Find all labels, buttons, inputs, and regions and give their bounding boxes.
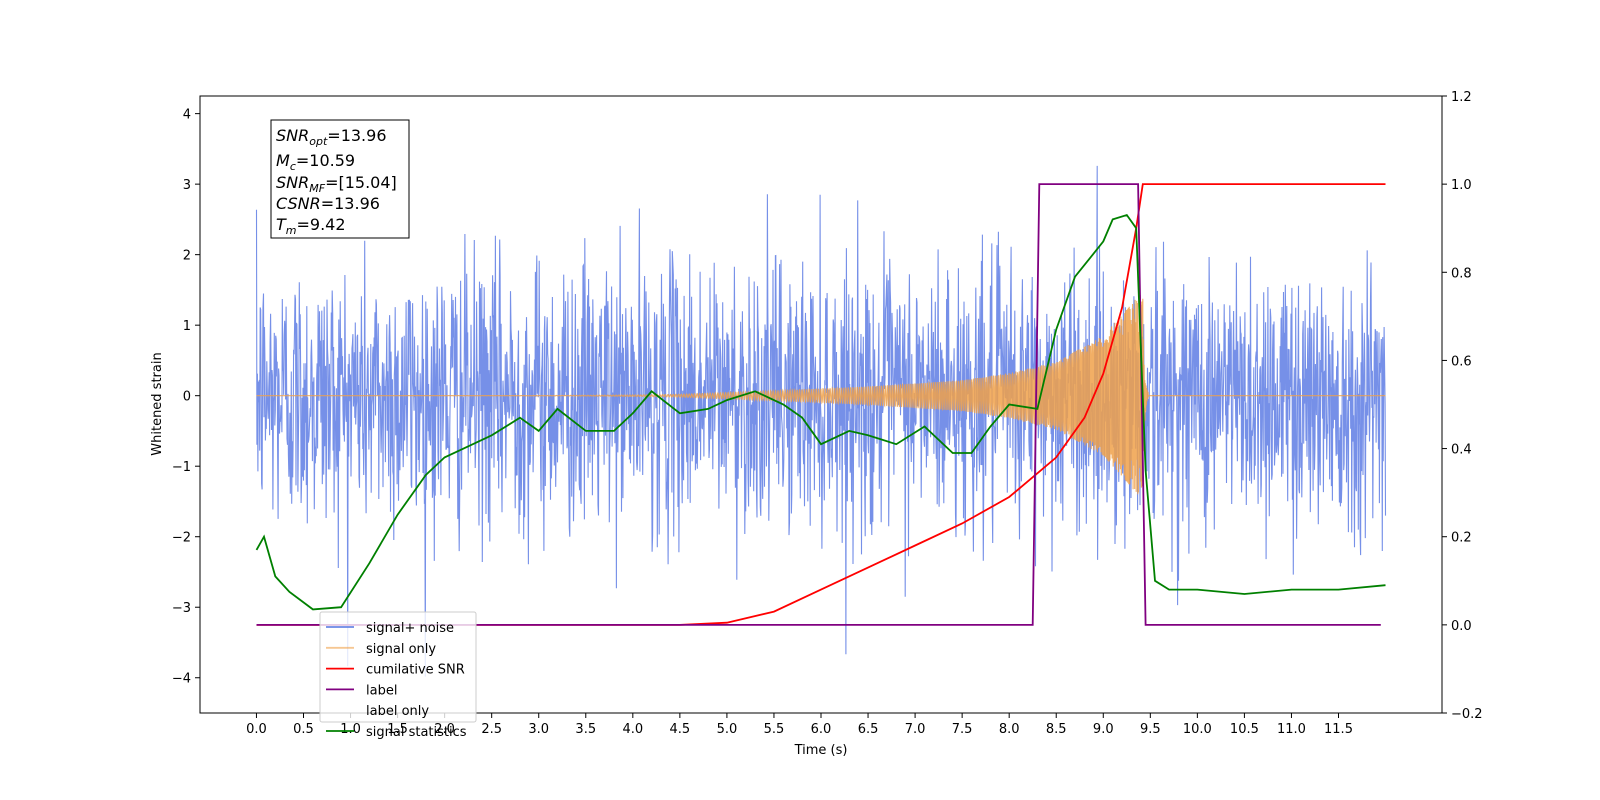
y2-tick-label: 1.2 — [1451, 90, 1472, 105]
y-tick-label: 0 — [183, 390, 191, 405]
x-axis-ticks: 0.0 0.5 1.0 1.5 2.0 2.5 3.0 3.5 4.0 4.5 5.0 5.5 6.0 6… — [246, 713, 1353, 737]
y-tick-label: 3 — [183, 178, 191, 193]
annotation-mc: Mc=10.59 — [276, 151, 355, 173]
x-tick-label: 10.0 — [1183, 722, 1212, 737]
x-tick-label: 0.5 — [293, 722, 314, 737]
y2-tick-label: 0.2 — [1451, 531, 1472, 546]
x-tick-label: 9.0 — [1093, 722, 1114, 737]
x-tick-label: 0.0 — [246, 722, 267, 737]
annotation-csnr: CSNR=13.96 — [276, 194, 380, 213]
y-axis-ticks: 4 3 2 1 0 −1 −2 −3 −4 — [172, 108, 200, 687]
y2-tick-label: 0.4 — [1451, 443, 1472, 458]
x-tick-label: 9.5 — [1140, 722, 1161, 737]
y-tick-label: 2 — [183, 249, 191, 264]
x-axis-label: Time (s) — [794, 743, 848, 758]
legend-entry: label — [366, 683, 397, 698]
x-tick-label: 1.5 — [387, 722, 408, 737]
x-tick-label: 4.5 — [670, 722, 691, 737]
x-tick-label: 2.0 — [434, 722, 455, 737]
y-tick-label: −4 — [172, 672, 191, 687]
y2-tick-label: 1.0 — [1451, 178, 1472, 193]
legend-entry: cumilative SNR — [366, 663, 465, 678]
x-tick-label: 3.0 — [528, 722, 549, 737]
y2-tick-label: 0.8 — [1451, 266, 1472, 281]
legend-entry: signal statistics — [366, 725, 467, 740]
y2-tick-label: −0.2 — [1451, 707, 1483, 722]
signal-only-line — [256, 291, 1386, 495]
y-axis-label: Whitened strain — [150, 352, 165, 455]
label-line — [256, 183, 1381, 626]
plot-area — [255, 165, 1387, 677]
x-tick-label: 7.5 — [952, 722, 973, 737]
y2-tick-label: 0.0 — [1451, 619, 1472, 634]
x-tick-label: 7.0 — [905, 722, 926, 737]
signal-only-series — [256, 291, 1386, 495]
y-tick-label: 4 — [183, 108, 191, 123]
y-tick-label: 1 — [183, 319, 191, 334]
x-tick-label: 10.5 — [1230, 722, 1259, 737]
x-tick-label: 11.0 — [1277, 722, 1306, 737]
y2-axis-ticks: 1.2 1.0 0.8 0.6 0.4 0.2 0.0 −0.2 — [1442, 90, 1483, 722]
signal-statistics-line — [255, 213, 1386, 611]
y-tick-label: −1 — [172, 460, 191, 475]
cumulative-snr-line — [256, 183, 1386, 626]
x-tick-label: 8.0 — [999, 722, 1020, 737]
x-tick-label: 5.0 — [717, 722, 738, 737]
y-tick-label: −2 — [172, 531, 191, 546]
signal-noise-series — [255, 165, 1387, 677]
x-tick-label: 2.5 — [481, 722, 502, 737]
annotation-snr-opt: SNRopt=13.96 — [276, 126, 387, 148]
legend: signal+ noise signal only cumilative SNR la… — [319, 611, 477, 740]
x-tick-label: 1.0 — [340, 722, 361, 737]
annotation-box: SNRopt=13.96 Mc=10.59 SNRMF=[15.04] CSNR… — [270, 119, 410, 239]
legend-entry: label only — [366, 704, 429, 719]
annotation-snr-mf: SNRMF=[15.04] — [276, 173, 397, 195]
legend-entry: signal only — [366, 642, 436, 657]
x-tick-label: 8.5 — [1046, 722, 1067, 737]
x-tick-label: 4.0 — [622, 722, 643, 737]
legend-entry: signal+ noise — [366, 621, 454, 636]
x-tick-label: 11.5 — [1324, 722, 1353, 737]
annotation-tm: Tm=9.42 — [276, 215, 346, 237]
x-tick-label: 6.0 — [811, 722, 832, 737]
y2-tick-label: 0.6 — [1451, 354, 1472, 369]
signal-noise-line — [255, 165, 1387, 677]
x-tick-label: 5.5 — [764, 722, 785, 737]
x-tick-label: 6.5 — [858, 722, 879, 737]
y-tick-label: −3 — [172, 601, 191, 616]
x-tick-label: 3.5 — [575, 722, 596, 737]
